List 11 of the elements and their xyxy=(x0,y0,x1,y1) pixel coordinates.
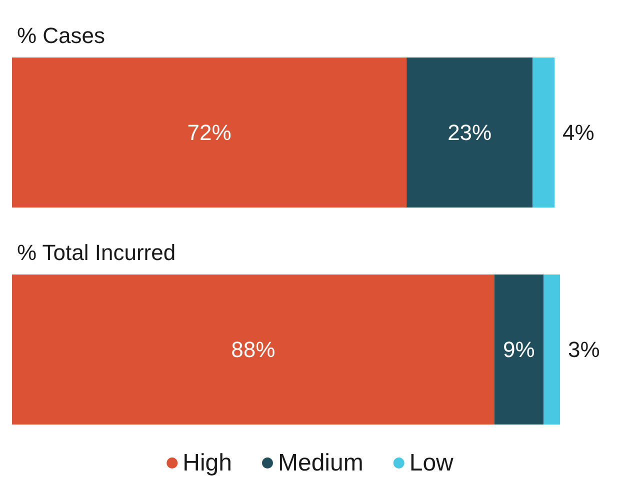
y-tick-label: % Total Incurred xyxy=(17,240,176,265)
data-label: 9% xyxy=(503,337,535,362)
data-label: 3% xyxy=(568,337,600,362)
data-label: 23% xyxy=(448,120,492,145)
data-label: 4% xyxy=(562,120,594,145)
legend-label: Low xyxy=(409,450,454,476)
y-tick-label: % Cases xyxy=(17,23,106,48)
data-label: 72% xyxy=(187,120,232,145)
legend-label: High xyxy=(182,450,232,476)
data-label: 88% xyxy=(231,337,276,362)
legend-label: Medium xyxy=(278,450,364,476)
